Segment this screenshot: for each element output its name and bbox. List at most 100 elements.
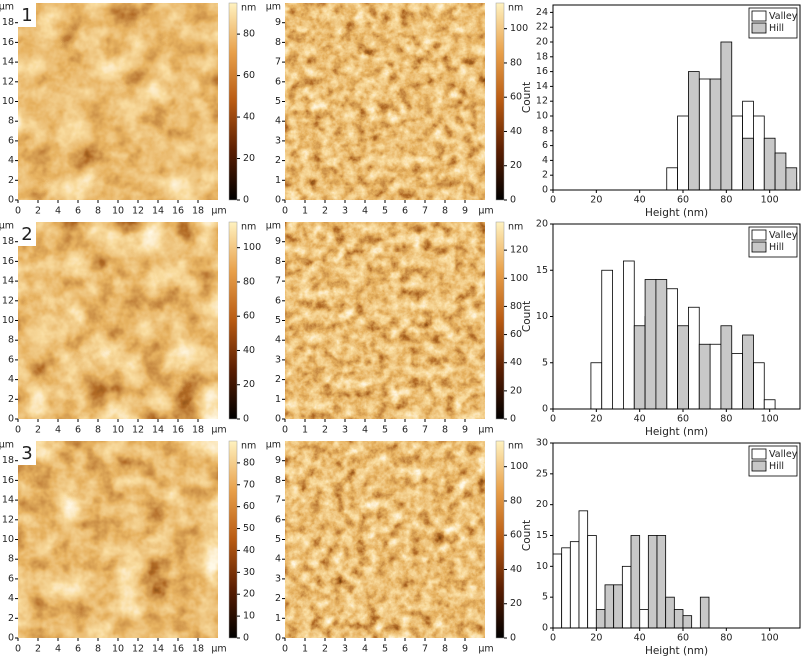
afm-image xyxy=(285,222,485,419)
x-tick-label: 0 xyxy=(550,195,556,206)
x-tick-label: 2 xyxy=(35,644,41,655)
colorbar-tick-label: 40 xyxy=(243,545,255,556)
histogram-bar xyxy=(688,71,700,191)
y-tick-label: 0 xyxy=(8,414,14,425)
colorbar-label: nm xyxy=(508,222,523,233)
x-tick-label: 5 xyxy=(382,644,388,655)
x-tick-label: 4 xyxy=(55,206,61,217)
panel-label-box xyxy=(18,441,36,465)
y-tick-label: 14 xyxy=(536,81,548,92)
afm-image xyxy=(18,3,218,200)
y-tick-label: 6 xyxy=(275,295,281,306)
x-tick-label: 16 xyxy=(172,206,184,217)
y-unit: μm xyxy=(0,440,14,451)
x-tick-label: 12 xyxy=(132,425,144,436)
y-axis-label: Count xyxy=(521,520,533,551)
colorbar-tick-label: 0 xyxy=(510,414,516,425)
y-tick-label: 15 xyxy=(536,530,548,541)
colorbar-tick-label: 0 xyxy=(243,414,249,425)
legend-label: Valley xyxy=(769,230,798,241)
y-tick-label: 2 xyxy=(8,613,14,624)
y-tick-label: 12 xyxy=(536,96,548,107)
colorbar xyxy=(228,440,238,639)
histogram-bar xyxy=(590,362,603,410)
colorbar xyxy=(495,2,505,201)
legend-swatch xyxy=(751,229,767,241)
x-tick-label: 6 xyxy=(402,206,408,217)
colorbar-tick-label: 40 xyxy=(243,112,255,123)
x-tick-label: 8 xyxy=(95,644,101,655)
y-tick-label: 8 xyxy=(275,475,281,486)
legend-swatch xyxy=(751,448,767,460)
y-tick-label: 2 xyxy=(275,593,281,604)
legend-label: Hill xyxy=(769,23,784,34)
colorbar-tick-label: 20 xyxy=(243,153,255,164)
histogram-bar xyxy=(731,353,743,410)
x-tick-label: 80 xyxy=(720,414,732,425)
colorbar-tick-label: 0 xyxy=(510,633,516,644)
colorbar-tick-label: 80 xyxy=(510,57,522,68)
x-tick-label: 10 xyxy=(112,206,124,217)
x-tick-label: 20 xyxy=(590,633,602,644)
y-tick-label: 5 xyxy=(542,357,548,368)
histogram-bar xyxy=(677,325,689,410)
histogram-bar xyxy=(666,167,678,191)
x-tick-label: 40 xyxy=(634,633,646,644)
x-tick-label: 20 xyxy=(590,195,602,206)
x-tick-label: 3 xyxy=(342,425,348,436)
y-tick-label: 16 xyxy=(2,256,14,267)
y-tick-label: 24 xyxy=(536,7,548,18)
histogram-bar xyxy=(763,399,776,410)
x-tick-label: 12 xyxy=(132,206,144,217)
y-tick-label: 2 xyxy=(275,155,281,166)
histogram-bar xyxy=(677,115,689,191)
histogram-bar xyxy=(763,137,776,191)
y-tick-label: 12 xyxy=(2,514,14,525)
histogram-bar xyxy=(630,535,641,629)
histogram-bar xyxy=(633,325,646,410)
y-tick-label: 20 xyxy=(536,219,548,230)
x-tick-label: 5 xyxy=(382,425,388,436)
y-unit: μm xyxy=(266,440,281,451)
y-tick-label: 14 xyxy=(2,495,14,506)
y-tick-label: 18 xyxy=(2,455,14,466)
colorbar-tick-label: 40 xyxy=(510,357,522,368)
y-tick-label: 10 xyxy=(2,315,14,326)
y-tick-label: 1 xyxy=(275,394,281,405)
x-tick-label: 7 xyxy=(422,206,428,217)
colorbar-tick-label: 0 xyxy=(243,195,249,206)
histogram-bar xyxy=(753,362,765,410)
colorbar-tick-label: 40 xyxy=(510,126,522,137)
y-tick-label: 10 xyxy=(536,111,548,122)
x-tick-label: 0 xyxy=(550,633,556,644)
colorbar-tick-label: 60 xyxy=(243,70,255,81)
y-tick-label: 20 xyxy=(536,37,548,48)
y-tick-label: 8 xyxy=(8,116,14,127)
y-tick-label: 10 xyxy=(536,561,548,572)
histogram-bar xyxy=(785,167,798,191)
x-tick-label: 3 xyxy=(342,644,348,655)
colorbar-tick-label: 80 xyxy=(510,301,522,312)
colorbar-tick-label: 20 xyxy=(510,598,522,609)
y-tick-label: 8 xyxy=(275,37,281,48)
x-tick-label: 5 xyxy=(382,206,388,217)
x-axis-label: Height (nm) xyxy=(645,645,708,657)
histogram-bar xyxy=(709,343,722,410)
x-tick-label: 8 xyxy=(95,206,101,217)
x-axis-label: Height (nm) xyxy=(645,207,708,219)
histogram-bar xyxy=(742,334,754,410)
x-tick-label: 6 xyxy=(402,644,408,655)
y-unit: μm xyxy=(266,221,281,232)
x-tick-label: 60 xyxy=(677,414,689,425)
x-tick-label: 10 xyxy=(112,644,124,655)
y-tick-label: 10 xyxy=(2,534,14,545)
x-tick-label: 7 xyxy=(422,644,428,655)
x-tick-label: 40 xyxy=(634,414,646,425)
panel-label-box xyxy=(18,222,36,246)
y-tick-label: 10 xyxy=(2,96,14,107)
legend-swatch xyxy=(751,460,767,472)
x-tick-label: 8 xyxy=(95,425,101,436)
legend-label: Valley xyxy=(769,449,798,460)
colorbar-tick-label: 40 xyxy=(510,564,522,575)
afm-image xyxy=(18,441,218,638)
